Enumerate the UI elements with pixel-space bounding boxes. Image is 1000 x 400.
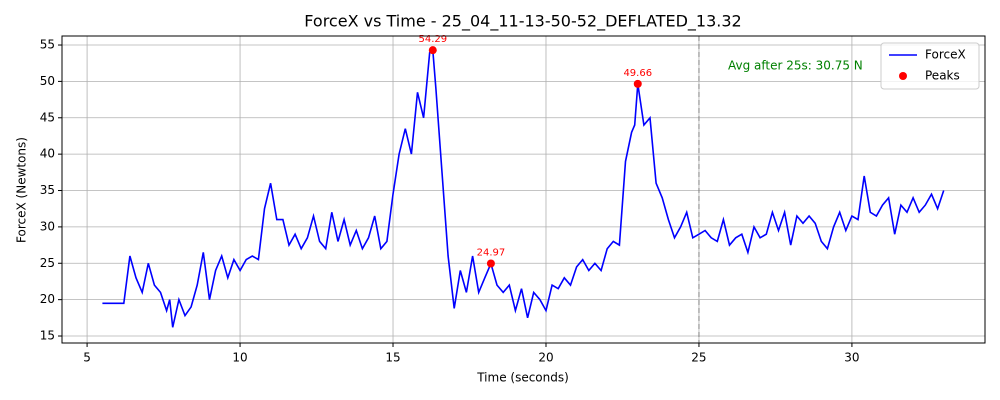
annotation: Avg after 25s: 30.75 N [728,59,863,73]
y-tick-label: 55 [40,38,55,52]
x-tick-label: 5 [83,351,91,365]
x-axis-label: Time (seconds) [476,371,569,385]
y-tick-label: 50 [40,74,55,88]
chart-title: ForceX vs Time - 25_04_11-13-50-52_DEFLA… [304,12,741,32]
peak-marker [486,259,495,268]
legend-label: ForceX [925,48,966,62]
peak-marker [633,79,642,88]
peak-label: 24.97 [477,247,506,258]
x-tick-label: 10 [232,351,247,365]
y-tick-label: 40 [40,147,55,161]
peak-label: 54.29 [418,34,447,45]
y-tick-label: 15 [40,329,55,343]
y-tick-label: 20 [40,292,55,306]
legend-label: Peaks [925,69,960,83]
peak-label: 49.66 [623,68,652,79]
plot-frame [61,35,986,344]
x-tick-label: 30 [844,351,859,365]
y-tick-label: 30 [40,219,55,233]
x-tick-label: 20 [538,351,553,365]
x-tick-label: 25 [691,351,706,365]
y-tick-label: 45 [40,110,55,124]
peak-marker [428,46,437,55]
data-line [102,48,945,328]
legend-marker [899,72,907,80]
y-tick-label: 35 [40,183,55,197]
x-tick-label: 15 [385,351,400,365]
y-tick-label: 25 [40,256,55,270]
y-axis-label: ForceX (Newtons) [15,137,29,243]
